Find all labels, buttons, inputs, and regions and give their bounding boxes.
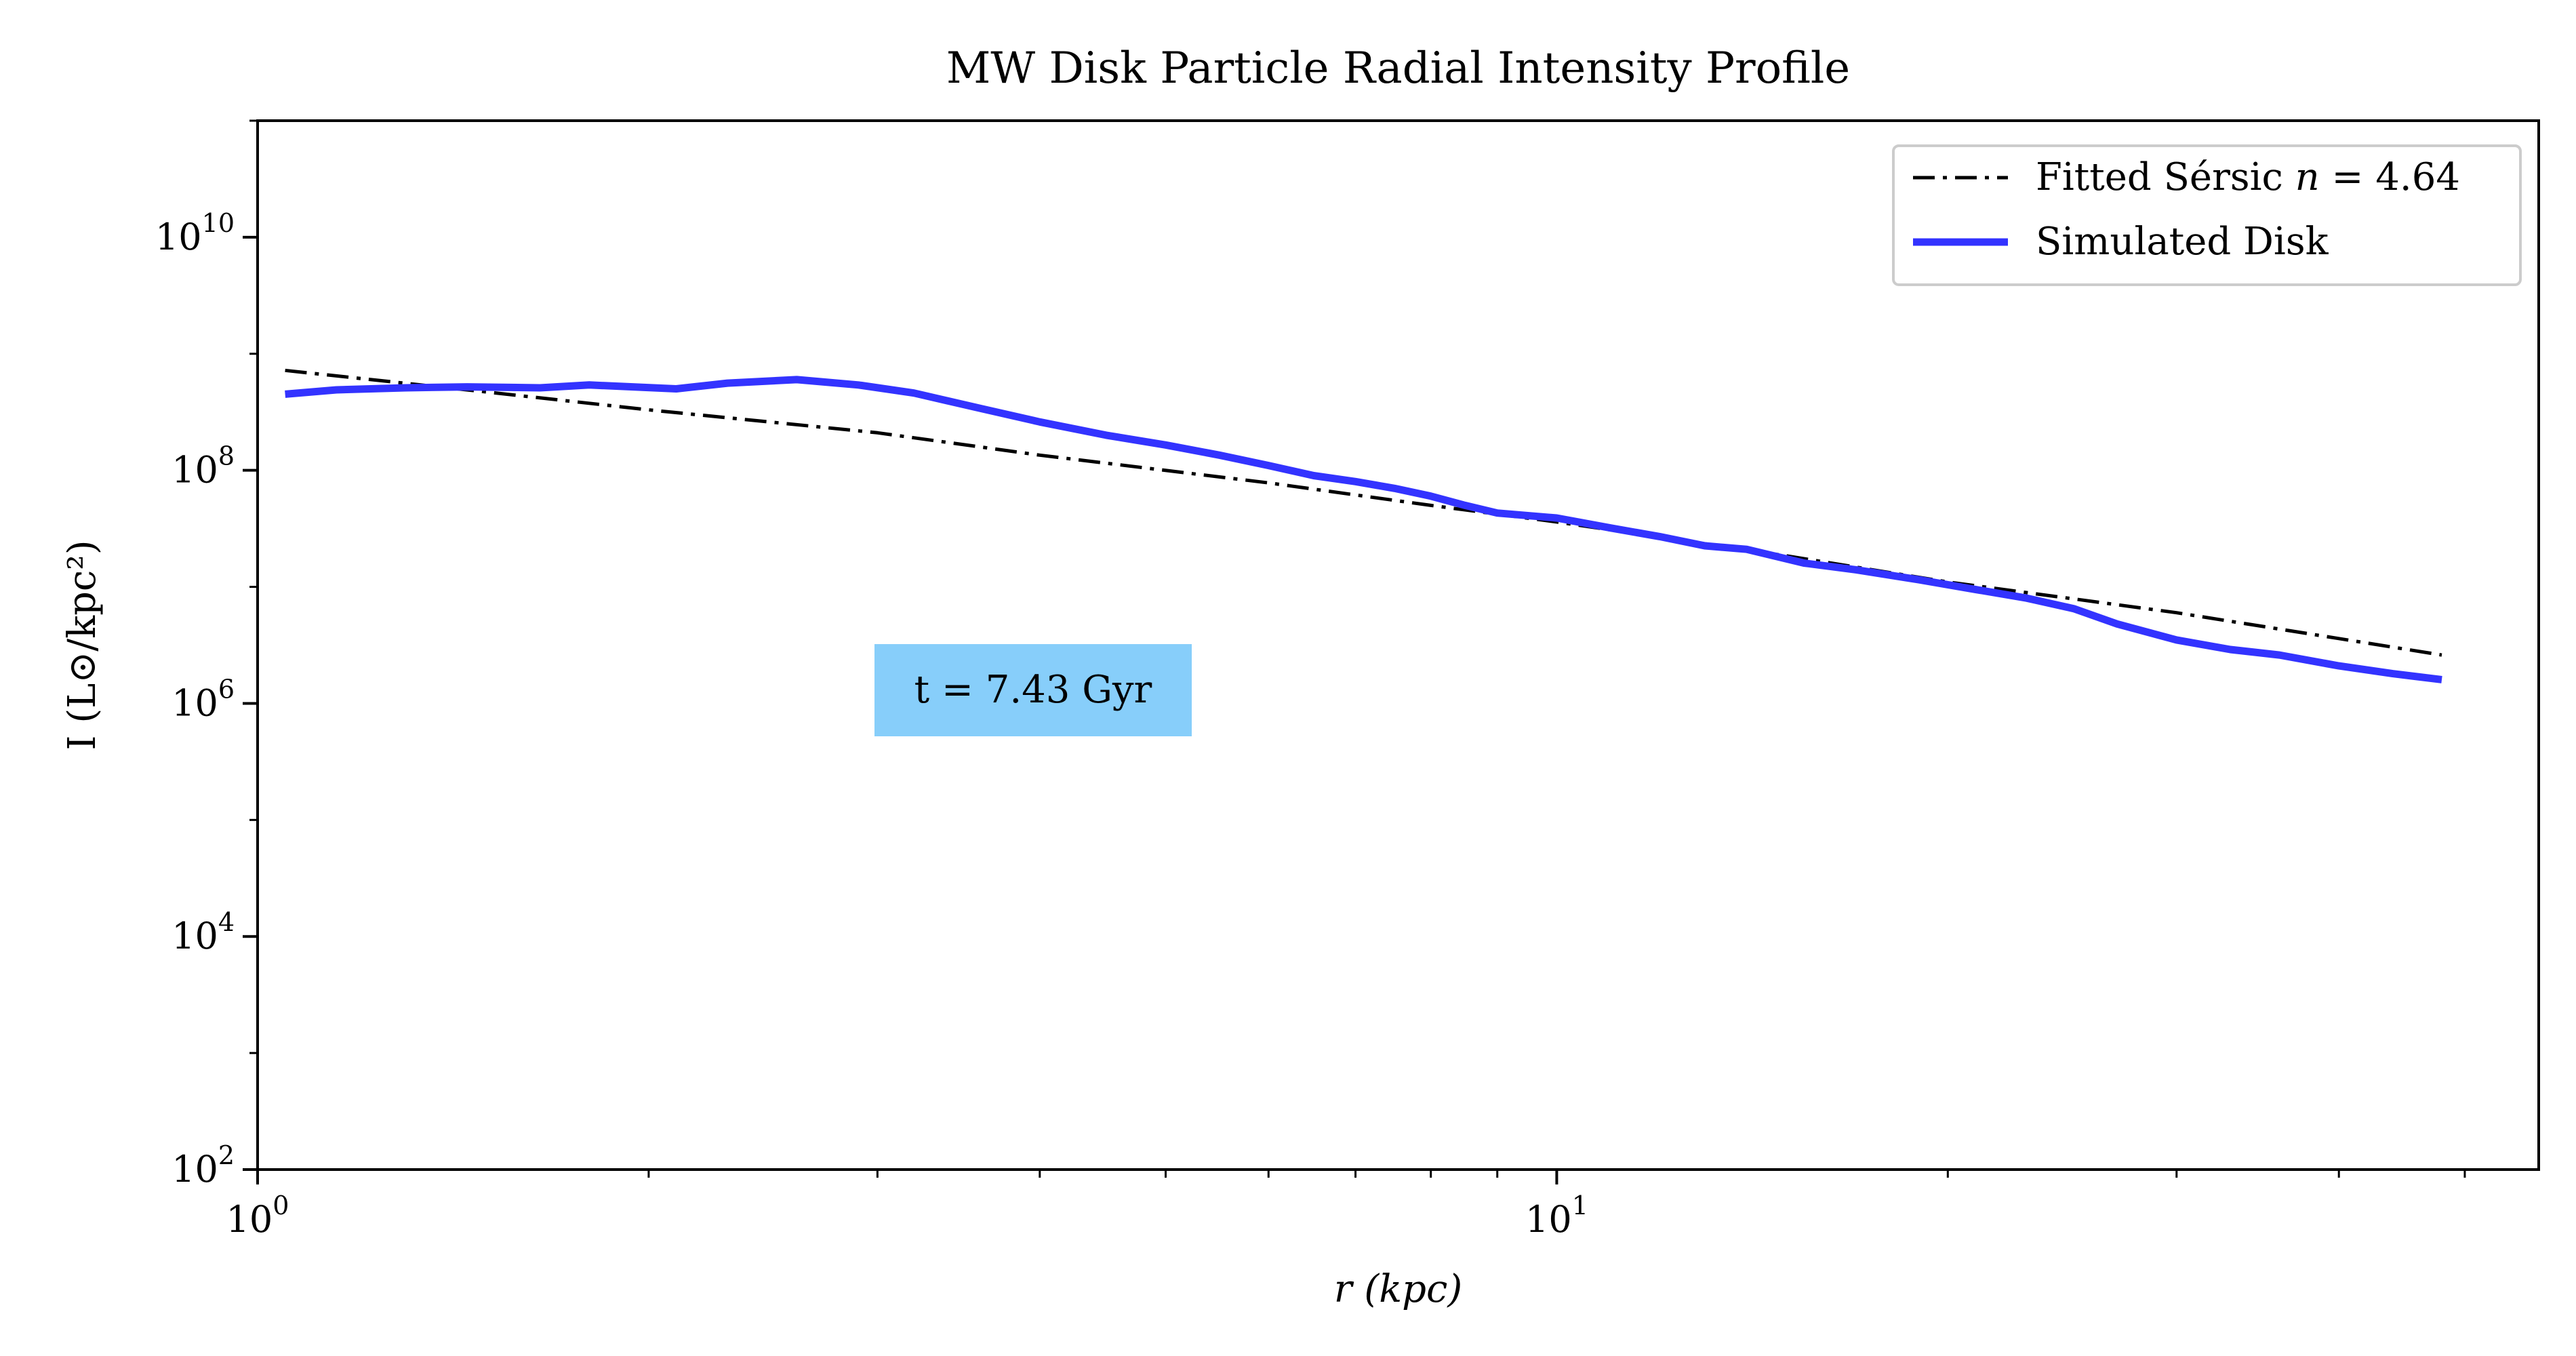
axis-ticks: 100 101 102 104 106 108 1010 xyxy=(155,119,2466,1241)
x-tick-label: 100 xyxy=(226,1191,289,1241)
plot-area xyxy=(285,368,2442,683)
annotation-box xyxy=(874,644,1192,736)
x-axis-label: r (kpc) xyxy=(1334,1267,1462,1311)
time-annotation: t = 7.43 Gyr xyxy=(874,644,1192,736)
axes-frame xyxy=(256,119,2540,1171)
y-tick-label: 104 xyxy=(172,907,235,957)
legend-label-disk: Simulated Disk xyxy=(2036,220,2329,264)
legend-box xyxy=(1892,144,2522,286)
y-tick-label: 102 xyxy=(172,1140,235,1191)
legend: Fitted Sérsic n = 4.64 Simulated Disk xyxy=(1892,144,2522,286)
chart-title: MW Disk Particle Radial Intensity Profil… xyxy=(946,43,1850,94)
y-axis-label: I (L⊙/kpc²) xyxy=(60,540,104,750)
x-tick-label: 101 xyxy=(1525,1191,1588,1241)
y-tick-label: 108 xyxy=(172,441,235,492)
y-tick-label: 1010 xyxy=(155,208,235,258)
annotation-text: t = 7.43 Gyr xyxy=(914,668,1152,712)
series-line-simulated-disk xyxy=(285,376,2442,683)
legend-label-fit: Fitted Sérsic n = 4.64 xyxy=(2036,155,2460,199)
y-tick-label: 106 xyxy=(172,674,235,724)
series-line-fitted-sersic xyxy=(285,368,2442,657)
